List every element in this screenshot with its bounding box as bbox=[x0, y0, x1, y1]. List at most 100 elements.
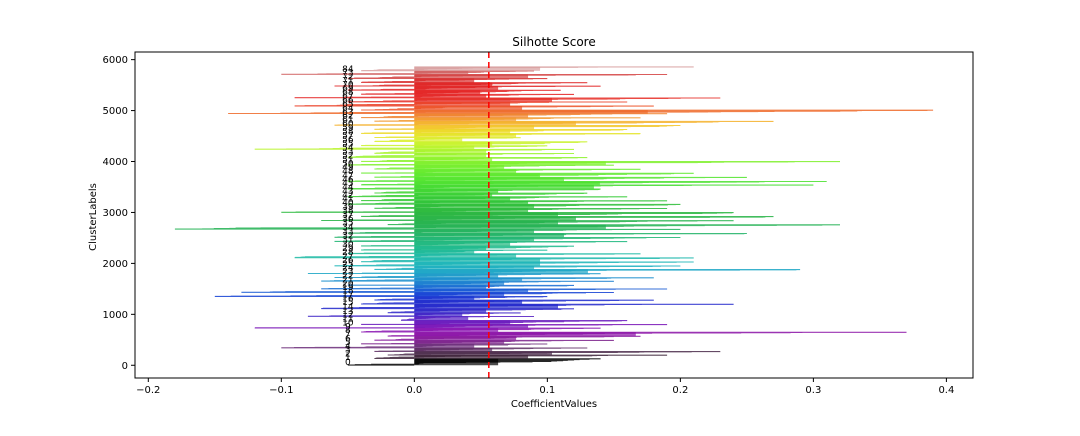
cluster-label-55: 55 bbox=[342, 140, 353, 150]
cluster-label-44: 44 bbox=[342, 183, 354, 193]
silhouette-fill-42 bbox=[414, 193, 493, 197]
cluster-label-4: 4 bbox=[345, 342, 351, 352]
cluster-label-61: 61 bbox=[342, 115, 353, 125]
cluster-label-49: 49 bbox=[342, 163, 354, 173]
silhouette-fill-52 bbox=[414, 153, 487, 158]
cluster-label-66: 66 bbox=[342, 96, 354, 106]
cluster-label-56: 56 bbox=[342, 136, 354, 146]
silhouette-fill-54 bbox=[414, 145, 475, 150]
silhouette-fill-67 bbox=[414, 94, 487, 98]
cluster-label-73: 73 bbox=[342, 69, 353, 79]
cluster-label-28: 28 bbox=[342, 248, 354, 258]
x-tick-label: 0.3 bbox=[805, 385, 821, 396]
silhouette-fill-5 bbox=[414, 340, 505, 344]
silhouette-fill-34 bbox=[414, 224, 606, 230]
silhouette-fill-19 bbox=[414, 285, 487, 289]
silhouette-fill-61 bbox=[414, 117, 517, 122]
cluster-label-48: 48 bbox=[342, 167, 354, 177]
silhouette-fill-6 bbox=[414, 336, 517, 341]
silhouette-fill-57 bbox=[414, 133, 517, 138]
cluster-label-64: 64 bbox=[342, 104, 354, 114]
cluster-label-33: 33 bbox=[342, 227, 353, 237]
cluster-label-1: 1 bbox=[345, 353, 351, 363]
cluster-label-34: 34 bbox=[342, 223, 354, 233]
cluster-label-72: 72 bbox=[342, 72, 353, 82]
silhouette-fill-36 bbox=[414, 216, 576, 221]
y-tick-label: 6000 bbox=[103, 55, 128, 66]
silhouette-fill-41 bbox=[414, 196, 511, 201]
silhouette-fill-7 bbox=[414, 332, 636, 337]
silhouette-fill-11 bbox=[414, 316, 469, 321]
silhouette-fill-38 bbox=[414, 208, 529, 213]
cluster-label-3: 3 bbox=[345, 346, 351, 356]
silhouette-fill-30 bbox=[414, 241, 511, 247]
cluster-label-50: 50 bbox=[342, 159, 354, 169]
cluster-label-59: 59 bbox=[342, 123, 354, 133]
silhouette-fill-8 bbox=[414, 328, 499, 333]
silhouette-fill-26 bbox=[414, 257, 541, 262]
silhouette-fill-33 bbox=[414, 229, 535, 234]
y-tick-label: 4000 bbox=[103, 157, 128, 168]
cluster-label-22: 22 bbox=[342, 272, 353, 282]
silhouette-fill-18 bbox=[414, 288, 529, 293]
y-tick-label: 3000 bbox=[103, 208, 128, 219]
cluster-label-68: 68 bbox=[342, 88, 354, 98]
cluster-label-18: 18 bbox=[342, 287, 354, 297]
cluster-label-35: 35 bbox=[342, 219, 353, 229]
cluster-label-31: 31 bbox=[342, 235, 353, 245]
cluster-label-15: 15 bbox=[342, 298, 353, 308]
cluster-label-53: 53 bbox=[342, 147, 353, 157]
cluster-label-42: 42 bbox=[342, 191, 353, 201]
cluster-label-41: 41 bbox=[342, 195, 353, 205]
x-tick-label: 0.4 bbox=[938, 385, 954, 396]
x-tick-label: 0.2 bbox=[672, 385, 688, 396]
silhouette-fill-22 bbox=[414, 273, 499, 278]
silhouette-fill-60 bbox=[414, 121, 576, 126]
silhouette-fill-17 bbox=[414, 292, 505, 297]
silhouette-fill-68 bbox=[414, 90, 481, 95]
silhouette-fill-20 bbox=[414, 281, 505, 286]
cluster-label-12: 12 bbox=[342, 311, 353, 321]
cluster-label-11: 11 bbox=[342, 314, 353, 324]
silhouette-fill-70 bbox=[414, 82, 493, 87]
cluster-label-13: 13 bbox=[342, 307, 353, 317]
cluster-label-16: 16 bbox=[342, 294, 354, 304]
cluster-label-36: 36 bbox=[342, 215, 354, 225]
cluster-label-20: 20 bbox=[342, 279, 354, 289]
silhouette-fill-84 bbox=[414, 66, 541, 71]
silhouette-fill-15 bbox=[414, 300, 523, 305]
cluster-label-58: 58 bbox=[342, 127, 354, 137]
y-tick-label: 1000 bbox=[103, 310, 128, 321]
cluster-label-26: 26 bbox=[342, 256, 354, 266]
silhouette-fill-55 bbox=[414, 141, 493, 146]
silhouette-fill-64 bbox=[414, 105, 523, 111]
cluster-label-9: 9 bbox=[345, 322, 351, 332]
silhouette-fill-14 bbox=[414, 304, 558, 309]
cluster-label-43: 43 bbox=[342, 187, 353, 197]
cluster-label-38: 38 bbox=[342, 206, 354, 216]
silhouette-fill-28 bbox=[414, 250, 475, 254]
cluster-label-19: 19 bbox=[342, 283, 354, 293]
cluster-label-39: 39 bbox=[342, 202, 354, 212]
silhouette-fill-47 bbox=[414, 173, 541, 178]
silhouette-fill-45 bbox=[414, 181, 600, 185]
cluster-label-8: 8 bbox=[345, 326, 351, 336]
silhouette-fill-3 bbox=[414, 347, 493, 352]
cluster-label-23: 23 bbox=[342, 268, 353, 278]
cluster-label-14: 14 bbox=[342, 302, 354, 312]
cluster-label-37: 37 bbox=[342, 210, 353, 220]
cluster-label-24: 24 bbox=[342, 264, 354, 274]
silhouette-fill-66 bbox=[414, 97, 553, 102]
silhouette-fill-50 bbox=[414, 161, 606, 166]
silhouette-fill-12 bbox=[414, 312, 463, 317]
cluster-label-30: 30 bbox=[342, 240, 354, 250]
cluster-label-54: 54 bbox=[342, 144, 354, 154]
silhouette-cluster-4 bbox=[281, 343, 548, 349]
silhouette-fill-63 bbox=[414, 110, 648, 114]
cluster-label-7: 7 bbox=[345, 330, 351, 340]
x-tick-label: 0.0 bbox=[406, 385, 422, 396]
cluster-label-21: 21 bbox=[342, 275, 353, 285]
silhouette-fill-0 bbox=[414, 358, 499, 366]
cluster-label-10: 10 bbox=[342, 318, 354, 328]
